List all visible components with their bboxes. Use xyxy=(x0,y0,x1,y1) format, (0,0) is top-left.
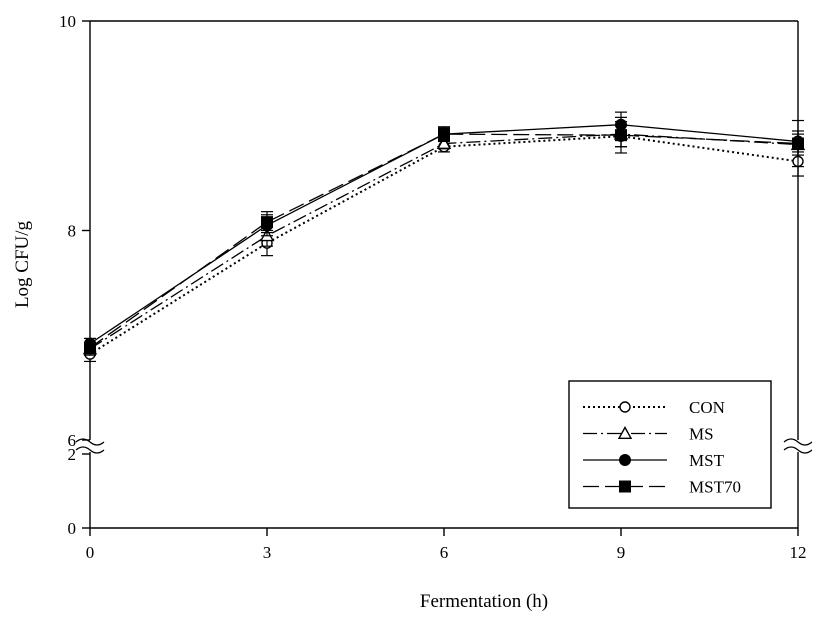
y-axis-break-left-line-1 xyxy=(75,438,105,446)
y-axis-break-right-line-2 xyxy=(783,446,813,454)
series-line-mst70 xyxy=(89,133,799,349)
legend-label: MST xyxy=(689,451,725,470)
y-axis-title: Log CFU/g xyxy=(12,220,33,308)
x-tick-label: 6 xyxy=(440,543,449,562)
legend: CON MS MST MST70 xyxy=(568,380,772,509)
series-line-ms xyxy=(89,133,799,350)
y-tick-label: 0 xyxy=(68,519,77,538)
series-line-mst xyxy=(89,124,799,345)
series-ms xyxy=(82,120,806,356)
series-con xyxy=(84,125,804,363)
legend-item-mst: MST xyxy=(583,451,725,470)
series-mst70 xyxy=(84,116,804,354)
y-axis-break-right xyxy=(783,438,813,454)
y-tick-label: 10 xyxy=(59,12,76,31)
x-tick-label: 0 xyxy=(86,543,95,562)
legend-label: MST70 xyxy=(689,478,741,497)
legend-item-ms: MS xyxy=(583,425,714,444)
x-tick-label: 12 xyxy=(790,543,807,562)
legend-marker xyxy=(619,454,631,466)
data-point-mst70 xyxy=(792,137,804,150)
y-axis-break-left-line-2 xyxy=(75,446,105,454)
legend-box xyxy=(568,380,772,509)
legend-item-con: CON xyxy=(583,398,725,417)
y-axis-break-right-mask xyxy=(783,440,813,452)
y-tick-label: 8 xyxy=(68,222,77,241)
legend-label: CON xyxy=(689,398,725,417)
x-tick-label: 9 xyxy=(617,543,626,562)
y-axis-break-left xyxy=(75,438,105,454)
legend-marker xyxy=(619,401,631,413)
x-tick-label: 3 xyxy=(263,543,272,562)
legend-item-mst70: MST70 xyxy=(583,478,741,497)
y-tick-label: 2 xyxy=(68,445,77,464)
y-axis-break-right-line-1 xyxy=(783,438,813,446)
data-point-mst70 xyxy=(615,129,627,142)
data-point-ms xyxy=(436,136,452,150)
series-line-con xyxy=(89,135,799,355)
legend-label: MS xyxy=(689,425,714,444)
x-axis-title: Fermentation (h) xyxy=(420,591,548,612)
axes-layer: 0 3 6 9 12 6 8 10 0 2 Fermentation (h) Log CFU/g xyxy=(12,12,813,612)
data-point-mst70 xyxy=(84,341,96,354)
y-tick-label: 6 xyxy=(68,431,77,450)
data-point-mst70 xyxy=(261,216,273,229)
data-point-mst70 xyxy=(438,128,450,141)
series-layer xyxy=(82,111,806,363)
y-axis-break-left-mask xyxy=(75,440,105,452)
legend-marker xyxy=(617,426,633,439)
legend-marker xyxy=(619,480,631,493)
